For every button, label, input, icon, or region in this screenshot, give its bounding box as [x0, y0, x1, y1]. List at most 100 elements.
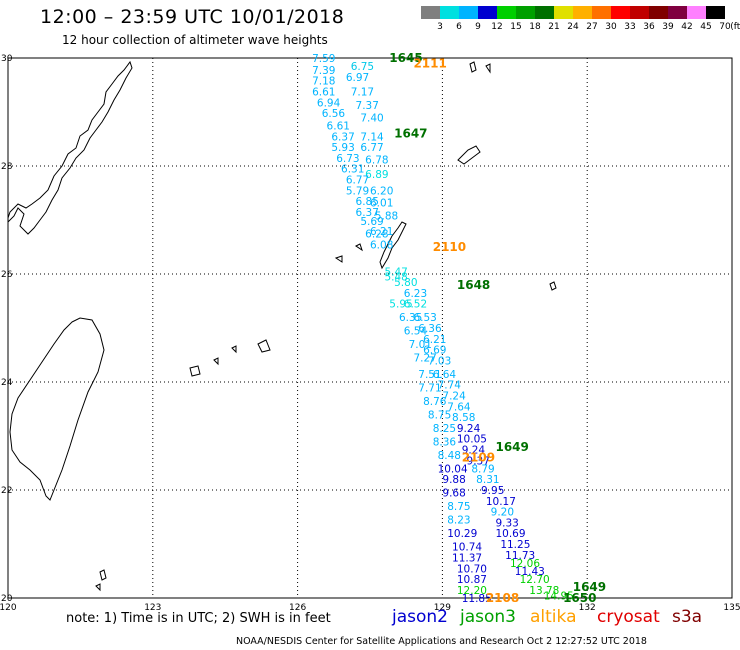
island-coastline: [457, 145, 481, 165]
pass-time-label: 1648: [457, 278, 490, 292]
colorbar-label: 27: [586, 22, 598, 32]
pass-time-label: 1645: [389, 51, 422, 65]
swh-label: 6.28: [365, 229, 388, 241]
swh-label: 10.17: [486, 496, 516, 508]
lon-label: 135: [723, 603, 740, 613]
swh-label: 6.85: [356, 196, 379, 208]
swh-label: 11.85: [462, 593, 492, 605]
island-coastline: [379, 221, 407, 270]
swh-label: 11.73: [505, 550, 535, 562]
swh-label: 7.64: [447, 401, 471, 413]
colorbar-swatch: [573, 6, 592, 19]
island-coastline: [355, 243, 363, 252]
swh-label: 6.94: [317, 97, 341, 109]
pass-time-label: 1649: [573, 580, 606, 594]
swh-label: 12.06: [510, 558, 540, 570]
swh-label: 11.37: [452, 553, 482, 565]
colorbar-label: 70: [719, 22, 731, 32]
swh-label: 6.54: [404, 326, 428, 338]
swh-label: 14.95: [544, 590, 574, 602]
swh-label: 7.37: [356, 100, 379, 112]
colorbar-label: 6: [456, 22, 462, 32]
island-coastline: [95, 583, 101, 592]
colorbar-swatch: [421, 6, 440, 19]
swh-label: 10.70: [457, 563, 487, 575]
colorbar-swatch: [554, 6, 573, 19]
swh-label: 6.97: [346, 72, 369, 84]
swh-label: 10.87: [457, 574, 487, 586]
island-coastline: [334, 255, 343, 263]
colorbar-label: 24: [567, 22, 579, 32]
swh-label: 9.68: [442, 488, 465, 500]
lon-label: 123: [144, 603, 161, 613]
pass-time-label: 1647: [394, 127, 427, 141]
swh-label: 8.23: [447, 515, 470, 527]
swh-label: 12.70: [520, 574, 550, 586]
swh-label: 6.36: [418, 323, 442, 335]
swh-label: 6.31: [341, 164, 364, 176]
credit-text: NOAA/NESDIS Center for Satellite Applica…: [236, 636, 647, 647]
colorbar-swatch: [649, 6, 668, 19]
lon-label: 132: [579, 603, 596, 613]
colorbar-swatch: [630, 6, 649, 19]
swh-label: 6.61: [312, 86, 335, 98]
swh-label: 11.25: [500, 539, 530, 551]
swh-label: 10.74: [452, 542, 482, 554]
swh-label: 7.24: [442, 391, 466, 403]
swh-label: 9.37: [467, 455, 490, 467]
lon-label: 120: [0, 603, 17, 613]
colorbar-swatch: [440, 6, 459, 19]
colorbar-swatch: [706, 6, 725, 19]
swh-label: 9.24: [457, 423, 481, 435]
colorbar-unit: (ft): [730, 22, 740, 32]
swh-label: 10.04: [438, 463, 468, 475]
swh-label: 9.24: [462, 445, 486, 457]
colorbar-swatch: [668, 6, 687, 19]
island-coastline: [99, 569, 107, 581]
colorbar-swatch: [611, 6, 630, 19]
swh-label: 8.75: [428, 409, 451, 421]
island-coastline: [231, 345, 237, 354]
pass-time-label: 2111: [413, 56, 446, 70]
swh-label: 6.78: [365, 155, 388, 167]
swh-label: 6.35: [399, 312, 422, 324]
pass-time-label: 1650: [563, 591, 596, 605]
swh-label: 6.52: [404, 299, 427, 311]
pass-time-label: 2108: [486, 591, 519, 605]
colorbar-swatch: [687, 6, 706, 19]
swh-label: 7.51: [418, 369, 441, 381]
swh-label: 12.20: [457, 585, 487, 597]
swh-label: 10.05: [457, 434, 487, 446]
colorbar-label: 33: [624, 22, 636, 32]
swh-label: 6.61: [327, 121, 350, 133]
swh-label: 7.14: [360, 131, 384, 143]
swh-label: 6.20: [370, 185, 393, 197]
swh-label: 7.40: [360, 112, 383, 124]
swh-label: 7.17: [351, 86, 374, 98]
colorbar-label: 45: [700, 22, 712, 32]
taiwan-coastline: [9, 317, 105, 501]
colorbar-label: 30: [605, 22, 617, 32]
chart-subtitle: 12 hour collection of altimeter wave hei…: [62, 33, 328, 47]
lat-label: 30: [1, 54, 13, 64]
swh-label: 6.37: [356, 207, 379, 219]
swh-label: 7.59: [312, 53, 335, 65]
swh-label: 5.95: [389, 299, 412, 311]
swh-label: 13.78: [529, 585, 559, 597]
colorbar-label: 18: [529, 22, 541, 32]
swh-label: 6.77: [346, 175, 369, 187]
colorbar-label: 9: [475, 22, 481, 32]
colorbar-label: 42: [681, 22, 693, 32]
swh-label: 7.27: [413, 353, 436, 365]
lat-label: 22: [1, 486, 12, 496]
swh-label: 6.69: [423, 345, 446, 357]
swh-label: 7.39: [312, 65, 335, 77]
lon-label: 129: [434, 603, 451, 613]
pass-time-label: 1649: [495, 440, 528, 454]
swh-label: 5.69: [360, 216, 383, 228]
lat-label: 28: [1, 162, 13, 172]
legend-s3a: s3a: [672, 607, 703, 627]
swh-label: 10.69: [495, 528, 525, 540]
island-coastline: [213, 357, 219, 366]
